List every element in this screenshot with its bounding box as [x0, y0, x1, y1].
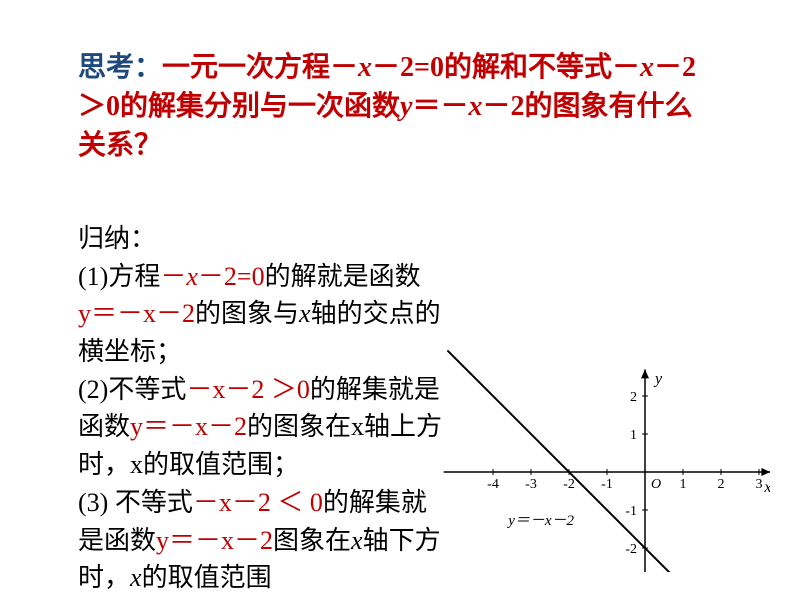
q-t1: 一元一次方程 [162, 52, 330, 83]
p1r1: － [160, 262, 186, 291]
svg-text:-3: -3 [525, 477, 537, 492]
summary-p3: (3) 不等式－x－2 ＜ 0的解集就是函数y＝－x－2图象在x轴下方时，x的取… [78, 484, 448, 597]
summary-p1: (1)方程－x－2=0的解就是函数 y＝－x－2的图象与x轴的交点的横坐标； [78, 258, 448, 371]
p3d: 图象在 [273, 526, 351, 555]
q-eq1a: － [330, 52, 358, 83]
svg-text:-1: -1 [601, 477, 613, 492]
p1x2: x [299, 299, 311, 328]
svg-text:2: 2 [630, 390, 637, 405]
question-prefix: 思考： [78, 52, 162, 83]
p2b: 不等式 [108, 375, 186, 404]
q-eq3a: ＝－ [412, 91, 468, 122]
p3r2: y＝－x－2 [156, 526, 273, 555]
q-eq1x: x [358, 52, 372, 83]
svg-text:1: 1 [680, 477, 687, 492]
q-eq3x: x [468, 91, 482, 122]
p2a: (2) [78, 375, 108, 404]
p2x: x [351, 412, 364, 441]
q-eq1b: －2=0 [372, 52, 444, 83]
svg-text:-1: -1 [625, 504, 637, 519]
svg-text:O: O [651, 477, 661, 492]
svg-text:1: 1 [630, 428, 637, 443]
svg-text:2: 2 [718, 477, 725, 492]
svg-text:-2: -2 [563, 477, 575, 492]
q-t3: 的解集分别与一次函数 [120, 91, 400, 122]
q-eq3b: －2 [482, 91, 524, 122]
p3b: 不等式 [115, 488, 193, 517]
p3x: x [351, 526, 363, 555]
p2f: 的取值范围； [143, 450, 299, 479]
p2r1: －x－2 ＞0 [186, 375, 310, 404]
p1d: 的图象与 [195, 299, 299, 328]
p3a: (3) [78, 488, 115, 517]
summary-p2: (2)不等式－x－2 ＞0的解集就是函数y＝－x－2的图象在x轴上方时，x的取值… [78, 371, 448, 484]
p1a: (1) [78, 262, 108, 291]
p1r3: y＝－x－2 [78, 299, 195, 328]
svg-text:x: x [763, 479, 770, 496]
p1c: 的解就是函数 [265, 262, 421, 291]
p1x1: x [186, 262, 198, 291]
svg-text:y＝－x－2: y＝－x－2 [506, 513, 574, 529]
svg-text:y: y [653, 370, 663, 387]
q-t2: 的解和不等式 [444, 52, 612, 83]
p2d: 的图象在 [247, 412, 351, 441]
p2r2: y＝－x－2 [130, 412, 247, 441]
q-eq2a: － [612, 52, 640, 83]
svg-text:-4: -4 [487, 477, 499, 492]
p3f: 的取值范围 [142, 563, 272, 592]
svg-text:-2: -2 [625, 542, 637, 557]
p3r1: －x－2 ＜ 0 [193, 488, 323, 517]
summary-header: 归纳： [78, 220, 448, 258]
p1b: 方程 [108, 262, 160, 291]
p1r2: －2=0 [198, 262, 265, 291]
p2x2: x [130, 450, 143, 479]
p3x2: x [130, 563, 142, 592]
function-graph: -4 -3 -2 -1 1 2 3 -2 -1 1 2 Ox y y＝－x－2 [440, 312, 770, 572]
summary-block: 归纳： (1)方程－x－2=0的解就是函数 y＝－x－2的图象与x轴的交点的横坐… [78, 220, 448, 597]
svg-text:3: 3 [756, 477, 763, 492]
q-eq3a-y: y [400, 91, 412, 122]
question-block: 思考：一元一次方程－x－2=0的解和不等式－x－2 ＞0的解集分别与一次函数y＝… [78, 48, 718, 166]
q-eq2x: x [640, 52, 654, 83]
